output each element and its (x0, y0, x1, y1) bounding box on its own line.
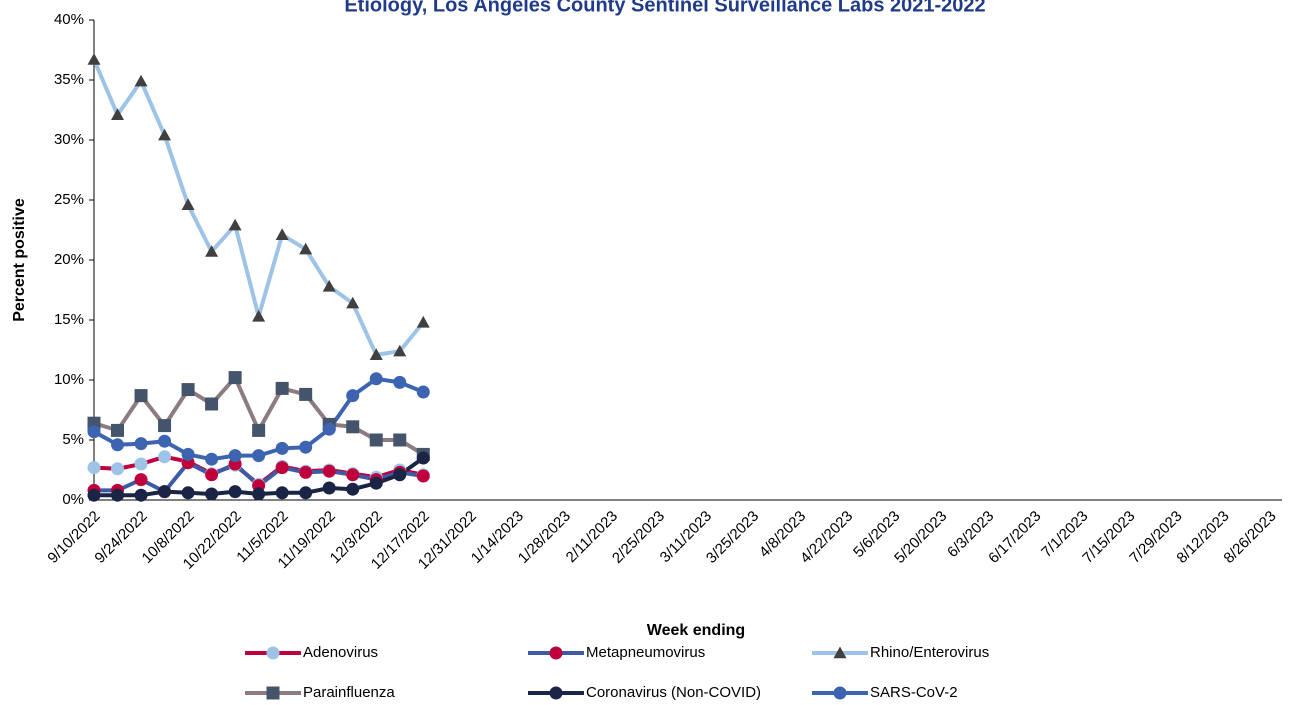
marker (299, 387, 313, 401)
marker (205, 245, 219, 257)
marker (134, 473, 148, 487)
marker (299, 486, 313, 500)
marker (134, 437, 148, 451)
marker (111, 488, 125, 502)
legend-marker (266, 686, 280, 700)
marker (299, 465, 313, 479)
marker (346, 482, 360, 496)
y-tick-label: 0% (62, 491, 84, 508)
marker (393, 468, 407, 482)
y-tick-label: 10% (54, 371, 84, 388)
y-tick-label: 5% (62, 431, 84, 448)
marker (299, 242, 313, 255)
marker (205, 468, 219, 482)
legend-label: SARS-CoV-2 (870, 684, 958, 701)
legend-label: Adenovirus (303, 644, 378, 661)
marker (275, 461, 289, 475)
marker (322, 279, 336, 292)
marker (416, 451, 430, 465)
marker (205, 397, 219, 411)
marker (87, 425, 101, 439)
marker (275, 441, 289, 455)
marker (416, 315, 430, 328)
marker (205, 452, 219, 466)
marker (393, 344, 407, 357)
legend-label: Parainfluenza (303, 684, 395, 701)
marker (158, 485, 172, 499)
marker (181, 486, 195, 500)
marker (346, 420, 360, 434)
marker (275, 486, 289, 500)
marker (111, 108, 125, 120)
legend-marker (833, 686, 847, 700)
marker (322, 464, 336, 478)
marker (111, 423, 125, 437)
marker (228, 485, 242, 499)
marker (228, 371, 242, 385)
marker (416, 385, 430, 399)
marker (252, 449, 266, 463)
marker (111, 438, 125, 452)
marker (252, 309, 266, 322)
marker (181, 447, 195, 461)
marker (252, 487, 266, 501)
legend-marker (549, 646, 563, 660)
y-tick-label: 20% (54, 251, 84, 268)
marker (158, 128, 172, 141)
legend-label: Coronavirus (Non-COVID) (586, 684, 761, 701)
legend-marker (549, 686, 563, 700)
marker (275, 228, 289, 240)
marker (158, 434, 172, 448)
legend-marker (833, 646, 847, 659)
marker (228, 218, 242, 231)
marker (87, 461, 101, 475)
marker (369, 476, 383, 490)
marker (369, 348, 383, 360)
marker (369, 372, 383, 386)
marker (322, 481, 336, 495)
marker (299, 440, 313, 454)
marker (181, 383, 195, 397)
y-tick-label: 40% (54, 11, 84, 28)
marker (275, 381, 289, 395)
marker (134, 457, 148, 471)
legend-label: Rhino/Enterovirus (870, 644, 989, 661)
marker (346, 389, 360, 403)
marker (134, 389, 148, 403)
marker (134, 488, 148, 502)
y-tick-label: 30% (54, 131, 84, 148)
y-axis-title: Percent positive (11, 198, 28, 322)
y-tick-label: 25% (54, 191, 84, 208)
marker (181, 198, 195, 210)
x-axis-title: Week ending (647, 622, 745, 639)
marker (87, 488, 101, 502)
legend-marker (266, 646, 280, 660)
marker (158, 419, 172, 433)
marker (158, 450, 172, 464)
marker (346, 468, 360, 482)
marker (346, 296, 360, 309)
chart-title: Etiology, Los Angeles County Sentinel Su… (344, 0, 985, 16)
y-tick-label: 15% (54, 311, 84, 328)
y-tick-label: 35% (54, 71, 84, 88)
marker (111, 462, 125, 476)
marker (393, 433, 407, 447)
marker (393, 375, 407, 389)
marker (322, 422, 336, 436)
marker (134, 74, 148, 87)
marker (416, 469, 430, 483)
marker (252, 423, 266, 437)
legend-label: Metapneumovirus (586, 644, 705, 661)
marker (228, 449, 242, 463)
marker (205, 487, 219, 501)
marker (369, 433, 383, 447)
marker (87, 53, 101, 65)
